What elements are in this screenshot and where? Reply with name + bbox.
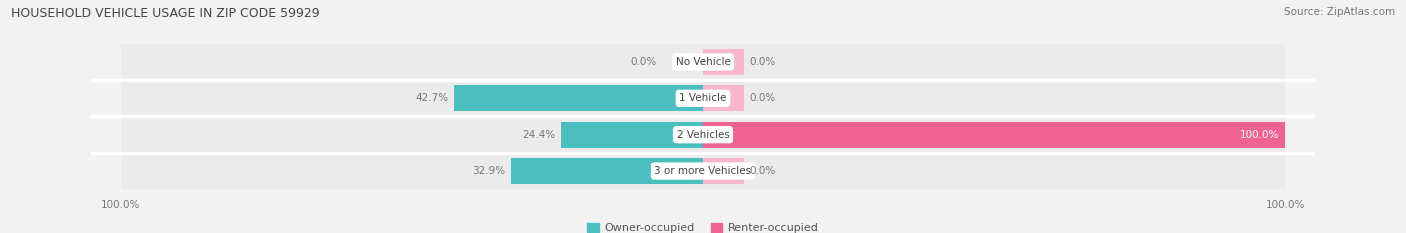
Text: Source: ZipAtlas.com: Source: ZipAtlas.com: [1284, 7, 1395, 17]
Text: 0.0%: 0.0%: [630, 57, 657, 67]
Text: 42.7%: 42.7%: [415, 93, 449, 103]
Text: 100.0%: 100.0%: [1240, 130, 1279, 140]
Text: 3 or more Vehicles: 3 or more Vehicles: [654, 166, 752, 176]
Bar: [561, 122, 703, 148]
Text: 2 Vehicles: 2 Vehicles: [676, 130, 730, 140]
Text: HOUSEHOLD VEHICLE USAGE IN ZIP CODE 59929: HOUSEHOLD VEHICLE USAGE IN ZIP CODE 5992…: [11, 7, 321, 20]
Text: 1 Vehicle: 1 Vehicle: [679, 93, 727, 103]
Bar: [703, 158, 744, 184]
Legend: Owner-occupied, Renter-occupied: Owner-occupied, Renter-occupied: [588, 223, 818, 233]
Bar: [703, 85, 744, 111]
Text: 0.0%: 0.0%: [749, 166, 776, 176]
Bar: [121, 116, 1285, 153]
Bar: [121, 80, 1285, 116]
Text: 24.4%: 24.4%: [522, 130, 555, 140]
Text: 0.0%: 0.0%: [749, 93, 776, 103]
Bar: [121, 153, 1285, 189]
Text: 0.0%: 0.0%: [749, 57, 776, 67]
Bar: [512, 158, 703, 184]
Text: 32.9%: 32.9%: [472, 166, 506, 176]
Text: No Vehicle: No Vehicle: [675, 57, 731, 67]
Bar: [121, 44, 1285, 80]
Bar: [703, 49, 744, 75]
Bar: [703, 122, 1285, 148]
Bar: [454, 85, 703, 111]
